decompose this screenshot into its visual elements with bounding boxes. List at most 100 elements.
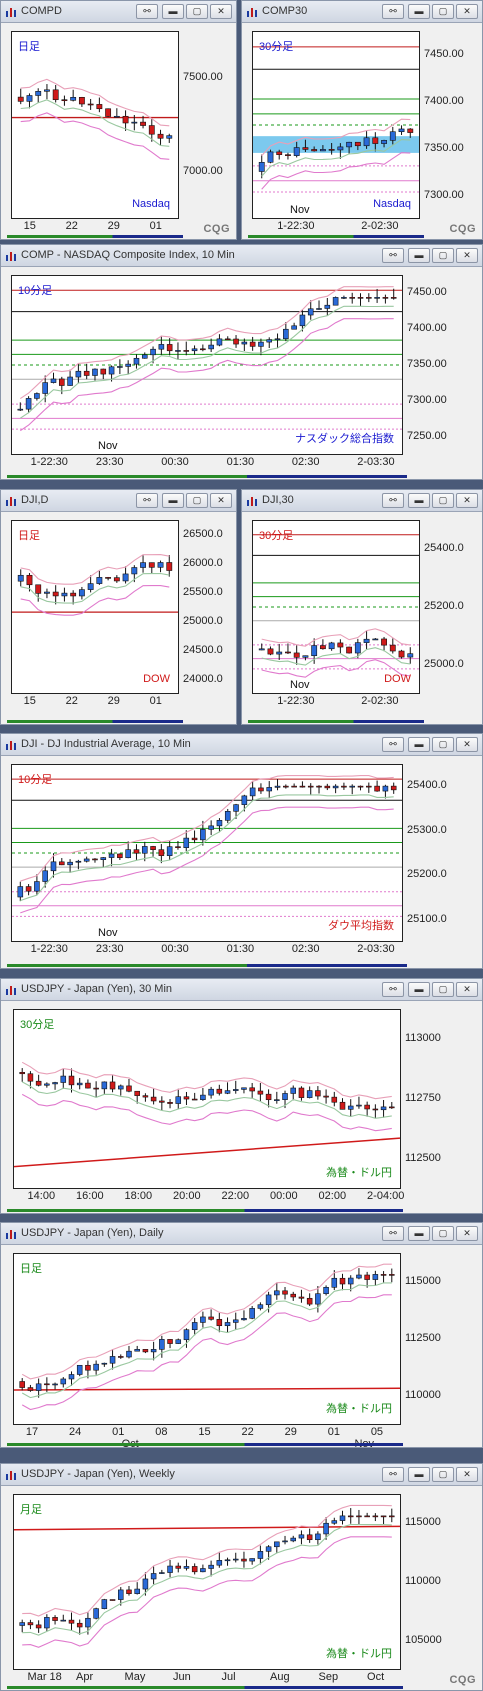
price-chart-plot[interactable]: 月足 為替・ドル円	[13, 1494, 401, 1670]
maximize-button[interactable]: ▢	[432, 982, 454, 997]
price-chart-plot[interactable]: 30分足 DOW Nov	[252, 520, 420, 694]
close-button[interactable]: ✕	[456, 982, 478, 997]
title-bar[interactable]: DJI,D ⚯ ▬ ▢ ✕	[1, 490, 236, 512]
chart-window[interactable]: USDJPY - Japan (Yen), 30 Min ⚯ ▬ ▢ ✕ 30分足 為替・ド…	[0, 978, 483, 1214]
scroll-bar[interactable]	[7, 720, 183, 723]
chart-window[interactable]: USDJPY - Japan (Yen), Daily ⚯ ▬ ▢ ✕ 日足 為替・ドル円 1…	[0, 1222, 483, 1448]
price-chart-plot[interactable]: 日足 DOW	[11, 520, 179, 694]
moving-average-line	[22, 1536, 392, 1648]
candle-body	[266, 339, 273, 343]
close-button[interactable]: ✕	[456, 737, 478, 752]
price-chart-plot[interactable]: 30分足 為替・ドル円	[13, 1009, 401, 1189]
link-chain-icon[interactable]: ⚯	[382, 4, 404, 19]
title-bar[interactable]: DJI - DJ Industrial Average, 10 Min ⚯ ▬ ▢ ✕	[1, 734, 482, 756]
candle-body	[70, 592, 77, 597]
candle-body	[258, 648, 265, 651]
maximize-button[interactable]: ▢	[432, 493, 454, 508]
maximize-button[interactable]: ▢	[186, 493, 208, 508]
close-button[interactable]: ✕	[456, 248, 478, 263]
chart-window[interactable]: COMP30 ⚯ ▬ ▢ ✕ 30分足 Nasdaq Nov 7450.00 7400.00 735…	[241, 0, 483, 240]
candle-body	[216, 338, 223, 346]
scroll-bar[interactable]	[7, 1443, 403, 1446]
title-bar[interactable]: COMP - NASDAQ Composite Index, 10 Min ⚯ ▬ ▢…	[1, 245, 482, 267]
scroll-bar[interactable]	[7, 235, 183, 238]
close-button[interactable]: ✕	[210, 4, 232, 19]
link-chain-icon[interactable]: ⚯	[136, 4, 158, 19]
close-button[interactable]: ✕	[210, 493, 232, 508]
scroll-bar[interactable]	[7, 1209, 403, 1212]
close-button[interactable]: ✕	[456, 493, 478, 508]
link-chain-icon[interactable]: ⚯	[136, 493, 158, 508]
minimize-button[interactable]: ▬	[162, 4, 184, 19]
candle-body	[78, 589, 85, 597]
minimize-button[interactable]: ▬	[408, 4, 430, 19]
chart-window[interactable]: USDJPY - Japan (Yen), Weekly ⚯ ▬ ▢ ✕ 月足 為替・ドル円…	[0, 1463, 483, 1691]
candle-body	[407, 653, 414, 658]
link-chain-icon[interactable]: ⚯	[382, 493, 404, 508]
candlestick-svg	[13, 1263, 401, 1411]
title-bar[interactable]: COMPD ⚯ ▬ ▢ ✕	[1, 1, 236, 23]
minimize-button[interactable]: ▬	[408, 1226, 430, 1241]
candle-body	[337, 146, 344, 151]
scroll-bar[interactable]	[7, 475, 407, 478]
scroll-bar[interactable]	[7, 1686, 403, 1689]
candle-body	[364, 1104, 370, 1110]
maximize-button[interactable]: ▢	[432, 4, 454, 19]
chart-window[interactable]: COMP - NASDAQ Composite Index, 10 Min ⚯ ▬ ▢…	[0, 244, 483, 480]
link-chain-icon[interactable]: ⚯	[382, 737, 404, 752]
price-chart-plot[interactable]: 30分足 Nasdaq Nov	[252, 31, 420, 219]
candle-body	[282, 1093, 288, 1100]
scroll-bar[interactable]	[7, 964, 407, 967]
link-chain-icon[interactable]: ⚯	[382, 1467, 404, 1482]
price-chart-plot[interactable]: 10分足 ダウ平均指数 Nov	[11, 764, 403, 942]
scroll-bar[interactable]	[248, 235, 424, 238]
candle-body	[276, 651, 283, 655]
candlestick-svg	[12, 78, 178, 160]
close-button[interactable]: ✕	[456, 4, 478, 19]
minimize-button[interactable]: ▬	[408, 1467, 430, 1482]
candle-body	[306, 1297, 313, 1305]
link-chain-icon[interactable]: ⚯	[382, 1226, 404, 1241]
candle-body	[363, 638, 370, 643]
link-chain-icon[interactable]: ⚯	[382, 982, 404, 997]
price-chart-plot[interactable]: 日足 Nasdaq	[11, 31, 179, 219]
y-axis-tick: 7300.00	[424, 188, 464, 201]
price-chart-plot[interactable]: 日足 為替・ドル円	[13, 1253, 401, 1425]
instrument-note: 為替・ドル円	[326, 1403, 392, 1415]
minimize-button[interactable]: ▬	[408, 737, 430, 752]
candle-body	[339, 1277, 346, 1285]
minimize-button[interactable]: ▬	[408, 982, 430, 997]
cqg-logo: CQG	[203, 223, 230, 235]
minimize-button[interactable]: ▬	[162, 493, 184, 508]
close-button[interactable]: ✕	[456, 1467, 478, 1482]
candle-body	[183, 1566, 190, 1569]
title-bar[interactable]: DJI,30 ⚯ ▬ ▢ ✕	[242, 490, 482, 512]
chart-app-icon	[5, 494, 17, 506]
moving-average-line	[261, 647, 411, 666]
price-chart-plot[interactable]: 10分足 ナスダック総合指数 Nov	[11, 275, 403, 455]
title-bar[interactable]: USDJPY - Japan (Yen), Daily ⚯ ▬ ▢ ✕	[1, 1223, 482, 1245]
minimize-button[interactable]: ▬	[408, 248, 430, 263]
moving-average-line	[21, 1061, 392, 1100]
close-button[interactable]: ✕	[456, 1226, 478, 1241]
moving-average-line	[19, 318, 394, 432]
maximize-button[interactable]: ▢	[432, 248, 454, 263]
candle-body	[266, 787, 273, 792]
title-bar[interactable]: USDJPY - Japan (Yen), Weekly ⚯ ▬ ▢ ✕	[1, 1464, 482, 1486]
title-bar[interactable]: USDJPY - Japan (Yen), 30 Min ⚯ ▬ ▢ ✕	[1, 979, 482, 1001]
maximize-button[interactable]: ▢	[186, 4, 208, 19]
title-bar[interactable]: COMP30 ⚯ ▬ ▢ ✕	[242, 1, 482, 23]
link-chain-icon[interactable]: ⚯	[382, 248, 404, 263]
chart-window[interactable]: DJI,D ⚯ ▬ ▢ ✕ 日足 DOW 26500.0 26000.0 25500.0 25000…	[0, 489, 237, 725]
chart-window[interactable]: DJI - DJ Industrial Average, 10 Min ⚯ ▬ ▢ ✕ 1…	[0, 733, 483, 969]
candle-body	[208, 1088, 214, 1096]
chart-window[interactable]: COMPD ⚯ ▬ ▢ ✕ 日足 Nasdaq 7500.00 7000.00 15 22 29 01 C…	[0, 0, 237, 240]
minimize-button[interactable]: ▬	[408, 493, 430, 508]
maximize-button[interactable]: ▢	[432, 1226, 454, 1241]
candle-body	[75, 860, 82, 863]
maximize-button[interactable]: ▢	[432, 737, 454, 752]
maximize-button[interactable]: ▢	[432, 1467, 454, 1482]
chart-window[interactable]: DJI,30 ⚯ ▬ ▢ ✕ 30分足 DOW Nov 25400.0 25200.0 25000.…	[241, 489, 483, 725]
candle-body	[363, 137, 370, 147]
scroll-bar[interactable]	[248, 720, 424, 723]
